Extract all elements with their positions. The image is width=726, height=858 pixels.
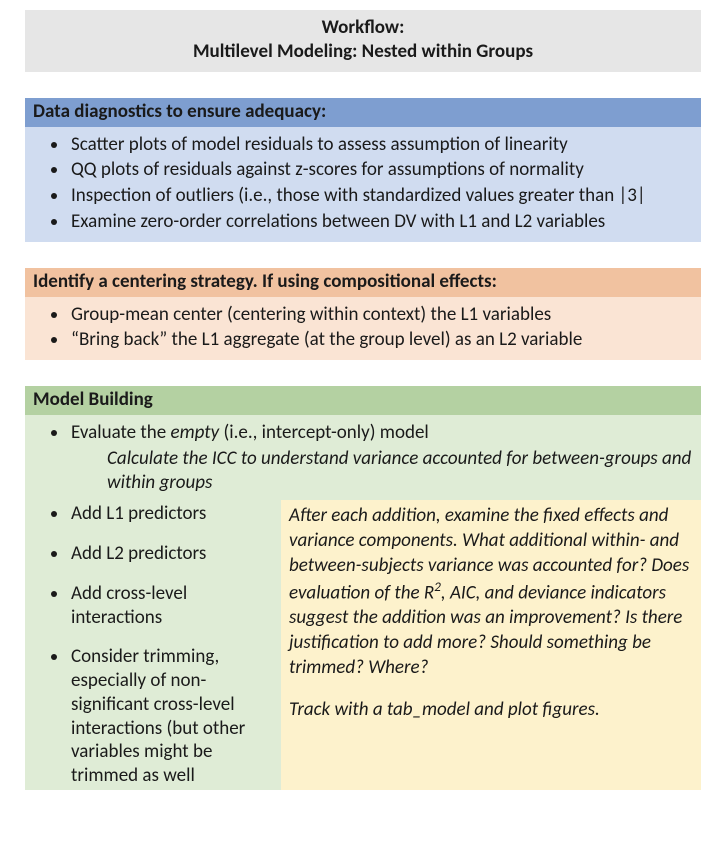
section-centering: Identify a centering strategy. If using … — [25, 268, 701, 361]
model-left-column: Add L1 predictors Add L2 predictors Add … — [33, 500, 281, 790]
workflow-title-box: Workflow: Multilevel Modeling: Nested wi… — [25, 10, 701, 72]
diagnostics-header: Data diagnostics to ensure adequacy: — [25, 98, 701, 127]
callout-paragraph-1: After each addition, examine the fixed e… — [289, 504, 691, 680]
first-bullet-post: (i.e., intercept-only) model — [219, 421, 429, 444]
centering-list: Group-mean center (centering within cont… — [33, 303, 693, 353]
title-line-2: Multilevel Modeling: Nested within Group… — [35, 40, 691, 64]
icc-subnote: Calculate the ICC to understand variance… — [71, 447, 701, 495]
model-first-list: Evaluate the empty (i.e., intercept-only… — [33, 421, 701, 494]
list-item: Inspection of outliers (i.e., those with… — [69, 184, 693, 208]
diagnostics-list: Scatter plots of model residuals to asse… — [33, 133, 693, 234]
model-building-header: Model Building — [25, 386, 701, 415]
title-line-1: Workflow: — [35, 16, 691, 40]
first-bullet-pre: Evaluate the — [71, 421, 171, 444]
list-item: Evaluate the empty (i.e., intercept-only… — [69, 421, 701, 494]
model-left-list: Add L1 predictors Add L2 predictors Add … — [33, 502, 281, 788]
list-item: Group-mean center (centering within cont… — [69, 303, 693, 327]
model-right-callout: After each addition, examine the fixed e… — [281, 500, 701, 790]
callout-paragraph-2: Track with a tab_model and plot figures. — [289, 698, 691, 723]
list-item: “Bring back” the L1 aggregate (at the gr… — [69, 328, 693, 352]
list-item: Add L2 predictors — [69, 542, 281, 566]
r-squared-sup: 2 — [434, 578, 441, 595]
centering-header: Identify a centering strategy. If using … — [25, 268, 701, 297]
list-item: Add L1 predictors — [69, 502, 281, 526]
first-bullet-em: empty — [171, 421, 220, 444]
page-container: Workflow: Multilevel Modeling: Nested wi… — [0, 0, 726, 800]
diagnostics-body: Scatter plots of model residuals to asse… — [25, 127, 701, 242]
list-item: Consider trimming, especially of non-sig… — [69, 645, 281, 788]
list-item: Examine zero-order correlations between … — [69, 210, 693, 234]
list-item: Add cross-level interactions — [69, 582, 281, 630]
list-item: Scatter plots of model residuals to asse… — [69, 133, 693, 157]
section-diagnostics: Data diagnostics to ensure adequacy: Sca… — [25, 98, 701, 242]
centering-body: Group-mean center (centering within cont… — [25, 297, 701, 361]
callout-spacer — [289, 680, 691, 698]
section-model-building: Model Building Evaluate the empty (i.e.,… — [25, 386, 701, 790]
model-building-body: Evaluate the empty (i.e., intercept-only… — [25, 415, 701, 790]
list-item: QQ plots of residuals against z-scores f… — [69, 158, 693, 182]
model-two-col-row: Add L1 predictors Add L2 predictors Add … — [33, 500, 701, 790]
